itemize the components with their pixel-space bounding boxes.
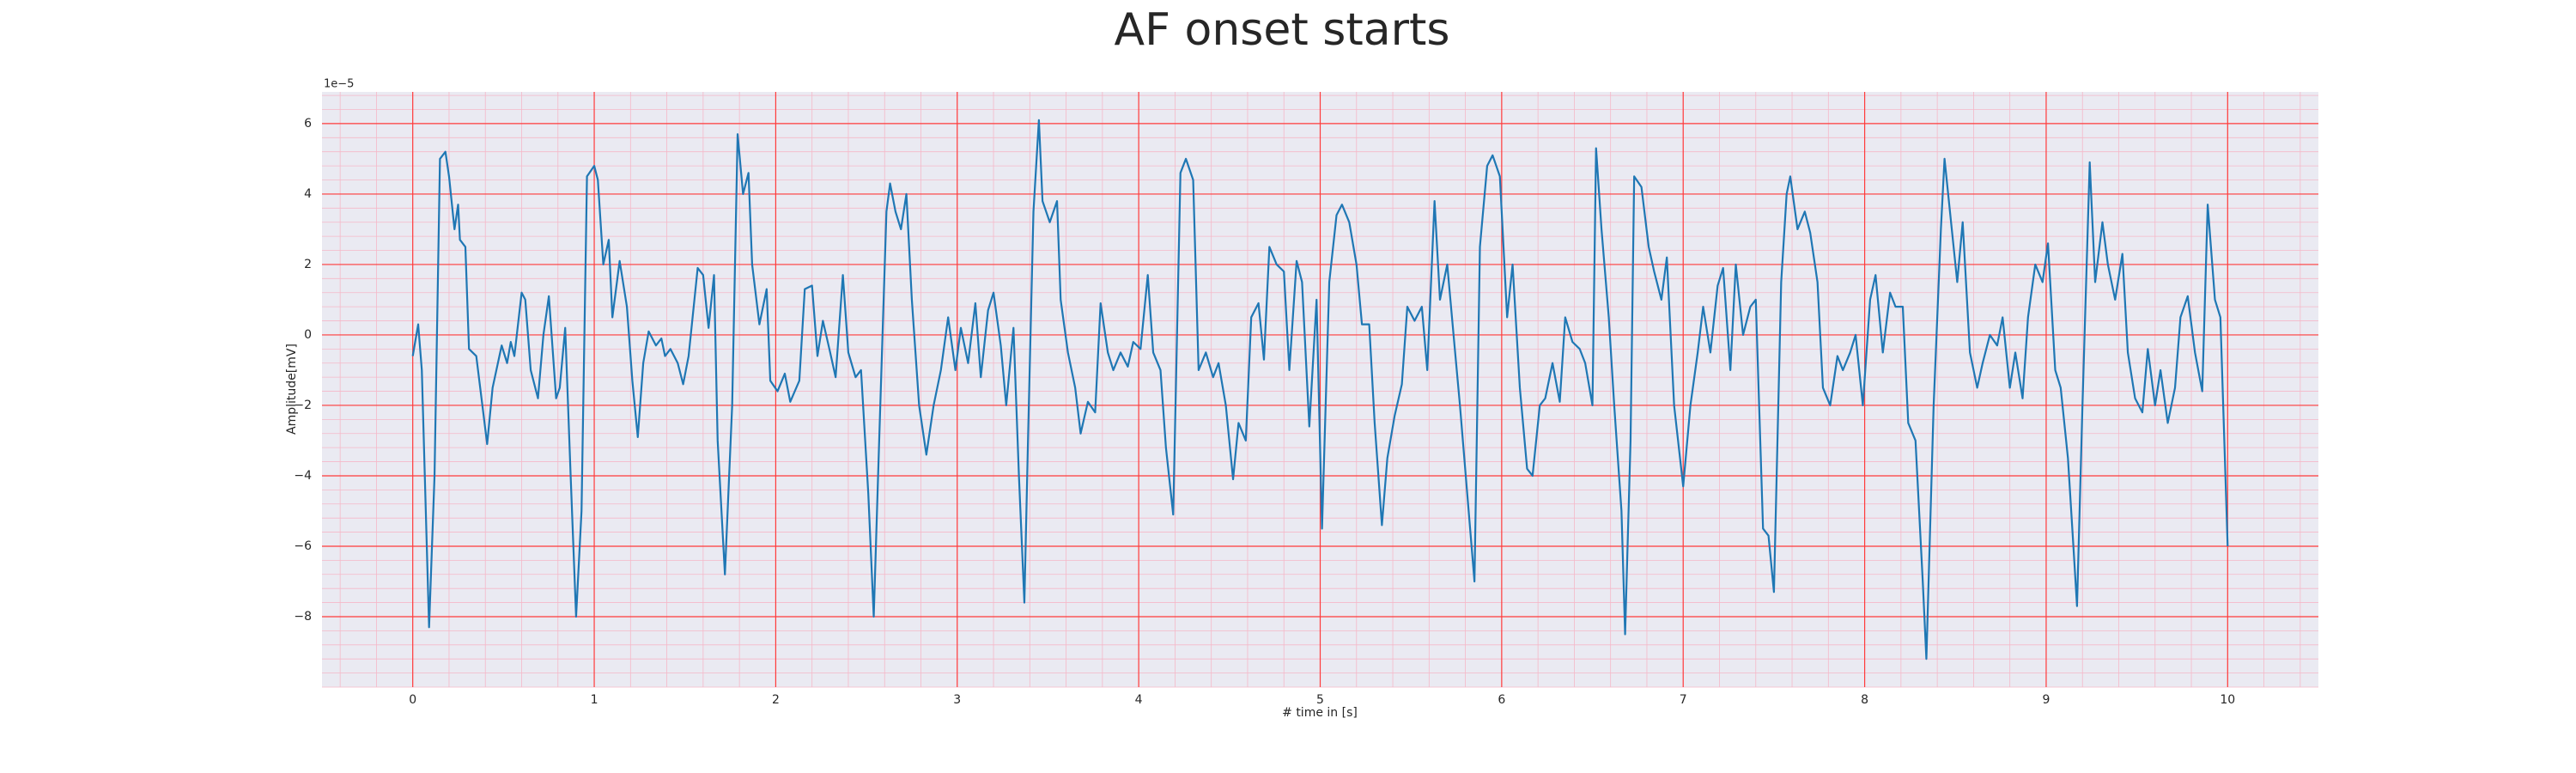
signal-line bbox=[411, 119, 2229, 660]
y-tick-label: 0 bbox=[304, 328, 312, 342]
x-tick-label: 4 bbox=[1135, 693, 1143, 707]
y-tick-label: 6 bbox=[304, 117, 312, 131]
x-axis-label: # time in [s] bbox=[1282, 706, 1358, 720]
y-tick-label: −2 bbox=[294, 399, 312, 412]
y-tick-label: −4 bbox=[294, 469, 312, 483]
x-tick-label: 9 bbox=[2042, 693, 2050, 707]
x-tick-label: 2 bbox=[772, 693, 780, 707]
x-tick-label: 8 bbox=[1861, 693, 1868, 707]
chart-title: AF onset starts bbox=[1115, 4, 1450, 56]
y-tick-label: −6 bbox=[294, 539, 312, 553]
x-tick-label: 1 bbox=[591, 693, 598, 707]
x-tick-label: 5 bbox=[1316, 693, 1324, 707]
y-offset-text: 1e−5 bbox=[324, 78, 354, 91]
x-tick-label: 3 bbox=[953, 693, 961, 707]
y-tick-label: 2 bbox=[304, 258, 312, 271]
y-tick-label: −8 bbox=[294, 610, 312, 624]
y-tick-label: 4 bbox=[304, 187, 312, 201]
y-axis-label: Amplitude[mV] bbox=[285, 344, 299, 435]
x-tick-label: 7 bbox=[1680, 693, 1687, 707]
x-tick-label: 6 bbox=[1498, 693, 1505, 707]
x-tick-label: 10 bbox=[2220, 693, 2235, 707]
x-tick-label: 0 bbox=[409, 693, 416, 707]
